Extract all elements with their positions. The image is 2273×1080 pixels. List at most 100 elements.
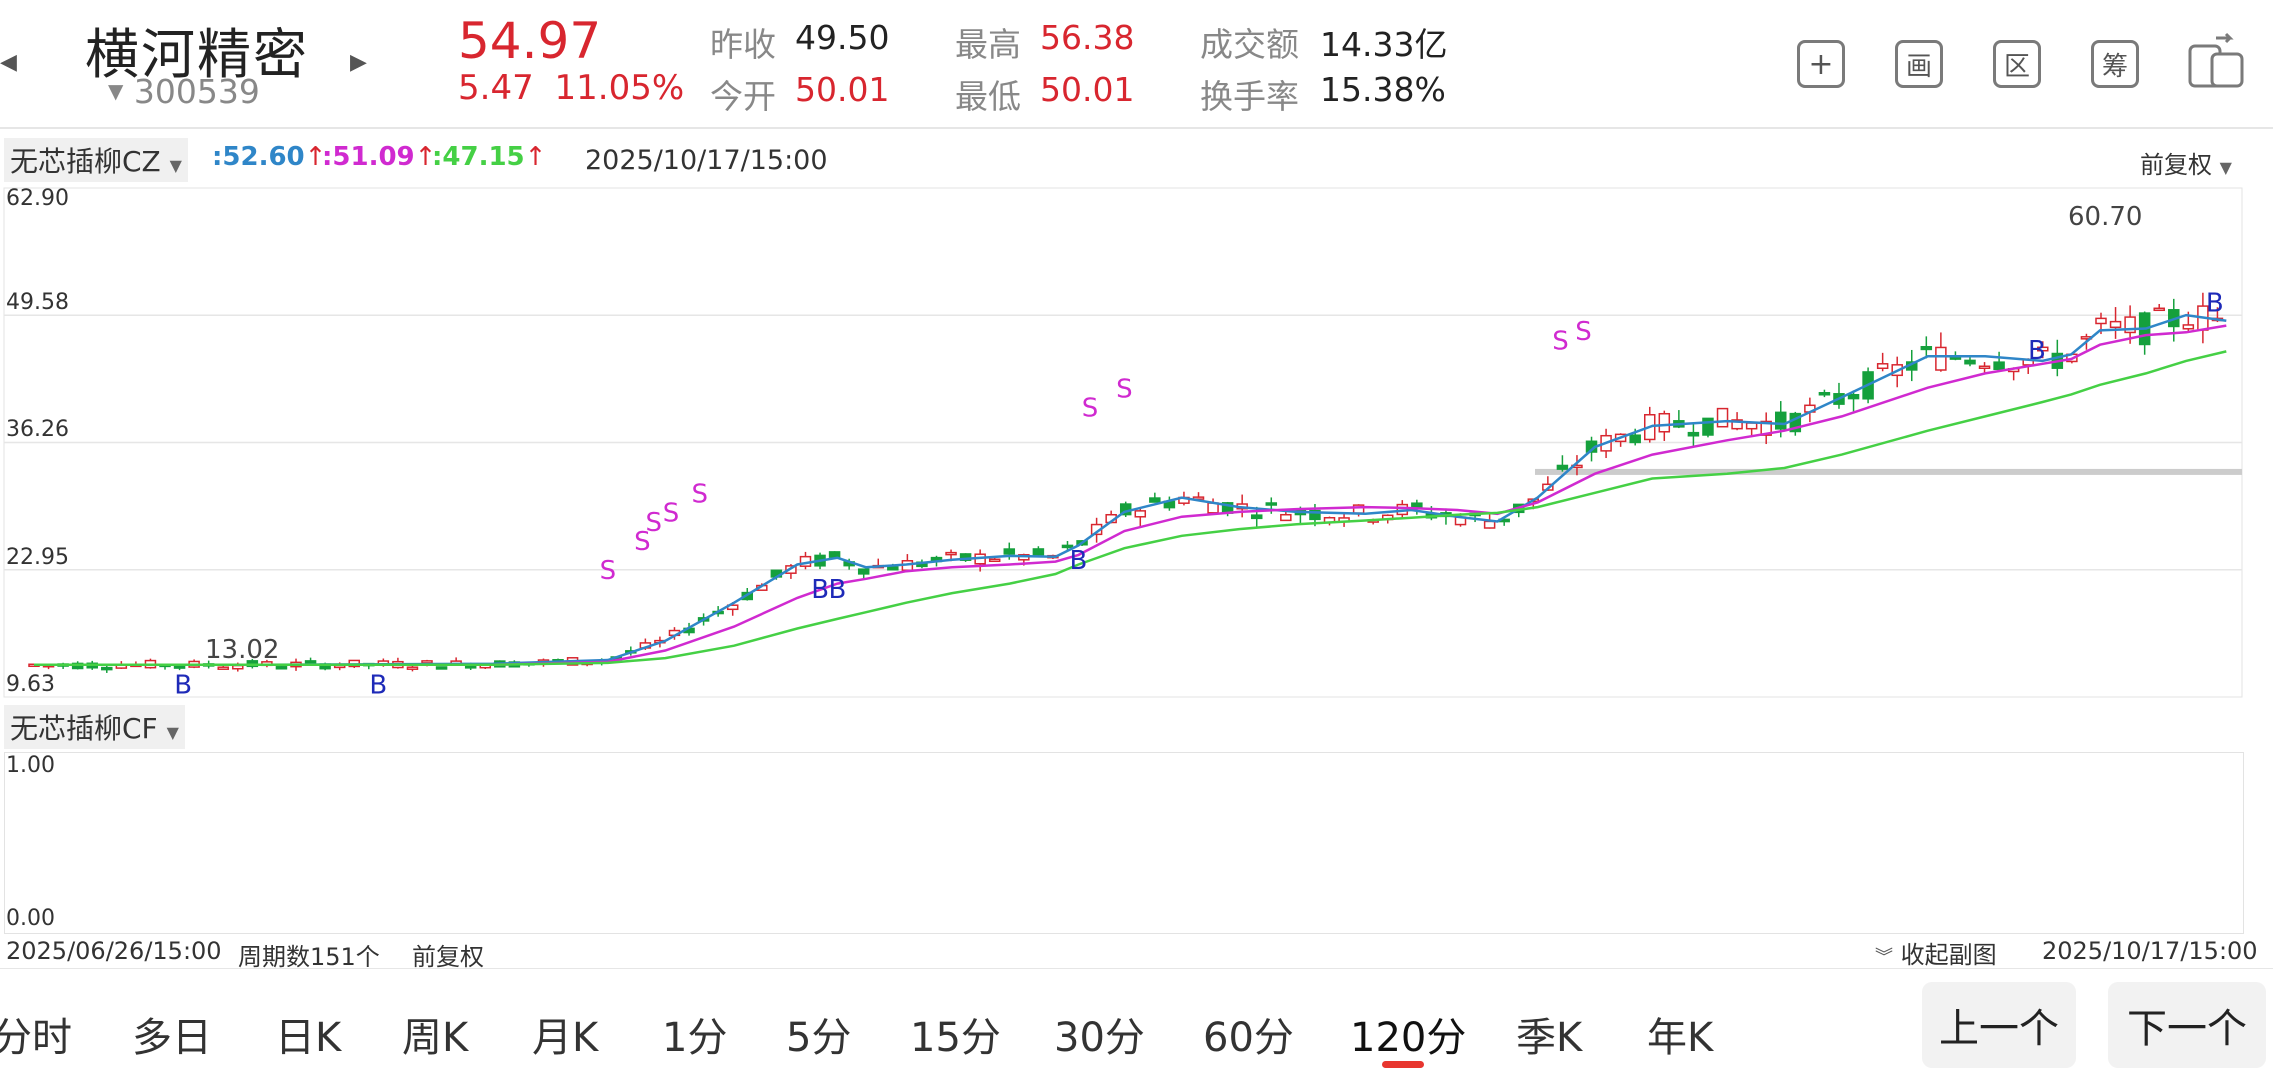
candle-up	[1280, 513, 1292, 522]
change-value: 5.47	[458, 68, 534, 108]
tab-year-k[interactable]: 年K	[1647, 1015, 1714, 1061]
tab-1min[interactable]: 1分	[662, 1015, 728, 1061]
high-label: 最高	[955, 25, 1021, 64]
candle-up	[406, 666, 419, 670]
candle-down	[1775, 411, 1787, 430]
candle-down	[1003, 548, 1016, 555]
prev-stock-button[interactable]: 上一个	[1922, 982, 2076, 1068]
end-date: 2025/10/17/15:00	[2042, 937, 2258, 965]
prev-stock-arrow[interactable]: ◀	[0, 50, 17, 75]
turnover-rate-value: 15.38%	[1320, 70, 1446, 109]
sell-signal: S	[1116, 374, 1133, 404]
candle-up	[1731, 419, 1743, 430]
candle-up	[1978, 365, 1991, 369]
ma-line-1	[34, 313, 2227, 667]
switch-screen-icon[interactable]	[2186, 32, 2246, 92]
header-divider	[0, 127, 2273, 129]
candle-down	[1149, 497, 1161, 503]
tab-30min[interactable]: 30分	[1054, 1015, 1145, 1061]
candle-up	[2124, 316, 2136, 334]
ma3-value: :47.15↑	[432, 142, 546, 172]
prev-close-value: 49.50	[795, 18, 890, 57]
plus-icon[interactable]: +	[1797, 40, 1845, 88]
stock-name: 横河精密	[85, 23, 309, 86]
footer-divider	[0, 968, 2273, 969]
up-arrow-icon: ↑	[524, 142, 547, 172]
candle-down	[1702, 417, 1714, 436]
ma2-value: :51.09↑	[322, 142, 436, 172]
ma1-text: :52.60	[212, 142, 305, 172]
min-price-label: 13.02	[205, 635, 280, 665]
candle-down	[173, 665, 186, 669]
tab-season-k[interactable]: 季K	[1516, 1015, 1583, 1061]
main-indicator-selector[interactable]: 无芯插柳CZ ▼	[4, 138, 188, 182]
candle-down	[959, 553, 972, 561]
price-change: 5.47 11.05%	[458, 68, 684, 108]
up-arrow-icon: ↑	[304, 142, 327, 172]
draw-icon[interactable]: 画	[1895, 40, 1943, 88]
sell-signal: S	[600, 556, 617, 586]
y-label-4: 22.95	[6, 545, 69, 570]
stock-code-value: 300539	[133, 72, 260, 111]
candle-down	[1964, 359, 1976, 365]
ma2-text: :51.09	[322, 142, 415, 172]
buy-signal: B	[369, 670, 387, 700]
adjust-selector[interactable]: 前复权 ▼	[2140, 145, 2232, 180]
candle-down	[1993, 361, 2005, 371]
ma1-value: :52.60↑	[212, 142, 326, 172]
tab-multiday[interactable]: 多日	[132, 1015, 212, 1061]
sub-indicator-selector[interactable]: 无芯插柳CF ▼	[4, 705, 185, 749]
chevron-down-icon: ▼	[2219, 158, 2232, 177]
candle-up	[945, 551, 957, 556]
stock-code[interactable]: ▼ 300539	[108, 72, 260, 111]
collapse-subchart-button[interactable]: ︾ 收起副图	[1875, 935, 1997, 970]
low-value: 50.01	[1040, 70, 1135, 109]
candle-down	[1265, 502, 1278, 506]
dropdown-triangle-icon: ▼	[108, 79, 124, 103]
y-label-bottom: 9.63	[6, 672, 55, 697]
tab-month-k[interactable]: 月K	[532, 1015, 599, 1061]
chip-icon[interactable]: 筹	[2091, 40, 2139, 88]
start-date: 2025/06/26/15:00	[6, 937, 222, 965]
current-price: 54.97	[458, 12, 602, 70]
sell-signal: S	[691, 479, 708, 509]
chevron-down-icon: ▼	[166, 723, 179, 742]
candle-down	[1629, 434, 1641, 444]
range-icon[interactable]: 区	[1993, 40, 2041, 88]
tab-60min[interactable]: 60分	[1203, 1015, 1294, 1061]
buy-signal: B	[2206, 288, 2224, 318]
buy-signal: B	[811, 575, 829, 605]
candle-down	[887, 566, 899, 571]
candle-up	[2095, 317, 2107, 325]
chart-datetime: 2025/10/17/15:00	[585, 145, 828, 176]
low-label: 最低	[955, 77, 1021, 116]
tab-week-k[interactable]: 周K	[402, 1015, 469, 1061]
tab-15min[interactable]: 15分	[910, 1015, 1001, 1061]
candle-down	[1920, 346, 1933, 351]
chevron-down-icon: ▼	[169, 156, 182, 175]
candle-down	[857, 568, 870, 575]
up-arrow-icon: ↑	[414, 142, 437, 172]
candle-down	[1061, 544, 1074, 549]
candle-up	[1876, 363, 1889, 370]
prev-close-label: 昨收	[710, 25, 776, 64]
next-stock-button[interactable]: 下一个	[2108, 982, 2266, 1068]
candle-down	[435, 666, 448, 670]
sub-y-top: 1.00	[6, 753, 55, 778]
sub-chart-frame[interactable]	[4, 752, 2244, 934]
tab-fenshi[interactable]: 分时	[0, 1015, 72, 1061]
high-value: 56.38	[1040, 18, 1135, 57]
next-stock-arrow[interactable]: ▶	[350, 50, 367, 75]
candle-down	[1411, 502, 1423, 509]
candle-down	[1818, 392, 1831, 396]
sell-signal: S	[1552, 326, 1569, 356]
tab-5min[interactable]: 5分	[786, 1015, 852, 1061]
tab-120min[interactable]: 120分	[1350, 1015, 1467, 1061]
candle-up	[217, 666, 229, 670]
candle-up	[1134, 510, 1147, 518]
candle-up	[1760, 420, 1772, 436]
tab-day-k[interactable]: 日K	[275, 1015, 342, 1061]
candle-up	[1483, 520, 1496, 529]
change-percent: 11.05%	[554, 68, 685, 108]
